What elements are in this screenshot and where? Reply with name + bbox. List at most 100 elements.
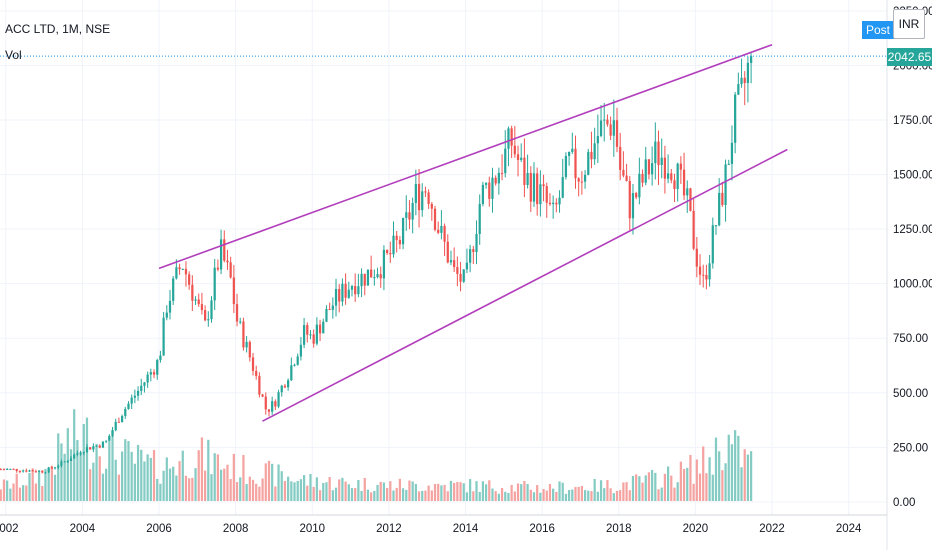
candle-body [411,202,414,220]
candle-body [255,370,258,376]
candle-body [6,468,9,470]
candle-body [79,453,82,455]
candle-body [596,135,599,144]
volume-bar [603,488,606,501]
candle-body [325,308,328,322]
candle-body [612,120,615,136]
candle-body [25,470,28,472]
candle-body [82,452,85,454]
candle-body [136,390,140,396]
candle-body [749,56,753,63]
candle-body [469,249,472,263]
volume-bar [580,486,583,501]
candle-body [124,409,127,417]
volume-bar [654,472,657,501]
candle-body [695,248,698,267]
volume-bar [44,468,47,501]
volume-bar [162,470,165,501]
candle-body [143,382,146,386]
candle-body [114,421,117,431]
volume-bar [165,457,168,501]
volume-bar [465,492,469,501]
candle-body [574,148,577,179]
trendlines[interactable] [158,43,788,422]
candle-body [111,430,114,436]
x-tick-label: 2004 [70,523,96,535]
candle-body [714,225,718,227]
volume-bar [271,463,274,501]
candle-body [417,183,421,211]
candle-body [615,120,619,147]
volume-bar [89,469,92,501]
volume-bar [596,491,599,501]
volume-bar [711,474,714,501]
candle-body [127,403,130,410]
symbol-legend[interactable]: ACC LTD, 1M, NSE [5,22,110,36]
candle-body [203,310,207,321]
volume-bar [567,489,571,501]
candle-body [162,317,165,356]
candle-body [552,202,555,205]
candle-body [545,186,548,203]
volume-bar [651,469,654,501]
volume-bar [235,482,239,501]
volume-bar [181,450,184,501]
candle-body [299,344,303,357]
candle-body [398,239,402,245]
volume-bar [414,483,417,501]
candle-body [293,364,296,366]
volume-bar [484,484,488,501]
candle-body [366,269,370,286]
candle-body [488,182,491,199]
y-axis[interactable]: 2250.002000.001750.001500.001250.001000.… [893,6,932,509]
candle-body [248,341,251,358]
volume-bar [229,479,232,501]
currency-button[interactable]: INR [893,9,925,39]
volume-bar [714,437,718,501]
candle-body [172,278,175,301]
candle-body [433,208,437,230]
volume-bar [430,490,433,501]
volume-bar [679,461,682,501]
volume-legend[interactable]: Vol [5,48,22,62]
volume-bar [408,480,411,501]
volume-bars [0,409,753,501]
volume-bar [411,481,414,501]
volume-bar [695,459,698,501]
candle-body [641,173,644,183]
candle-body [69,458,73,461]
candle-body [226,260,229,263]
volume-bar [682,468,686,501]
volume-bar [223,468,226,501]
candle-body [730,142,734,164]
candle-body [370,269,373,278]
candle-body [251,357,255,371]
volume-bar [437,483,440,501]
volume-bar [663,473,667,501]
volume-bar [606,480,609,501]
volume-bar [638,476,641,501]
y-tick-label: 500.00 [893,388,928,400]
volume-bar [389,481,392,501]
candle-body [219,239,223,270]
y-tick-label: 1250.00 [893,224,932,236]
volume-bar [507,492,510,501]
volume-bar [676,482,679,501]
volume-bar [453,482,456,501]
volume-bar [34,483,38,501]
candle-body [133,395,136,398]
candle-body [149,372,152,375]
volume-bar [66,428,69,501]
candle-body [686,188,689,196]
candle-body [267,409,271,412]
volume-bar [309,473,312,501]
volume-bar [226,464,229,501]
candle-body [702,274,705,276]
x-axis[interactable]: 2002 2004 2006 2008 2010 2012 2014 2016 2018 2020… [0,523,862,535]
volume-bar [392,490,395,501]
candle-body [734,94,737,143]
candle-body [558,197,561,205]
candle-body [175,267,178,279]
candle-body [465,262,469,270]
